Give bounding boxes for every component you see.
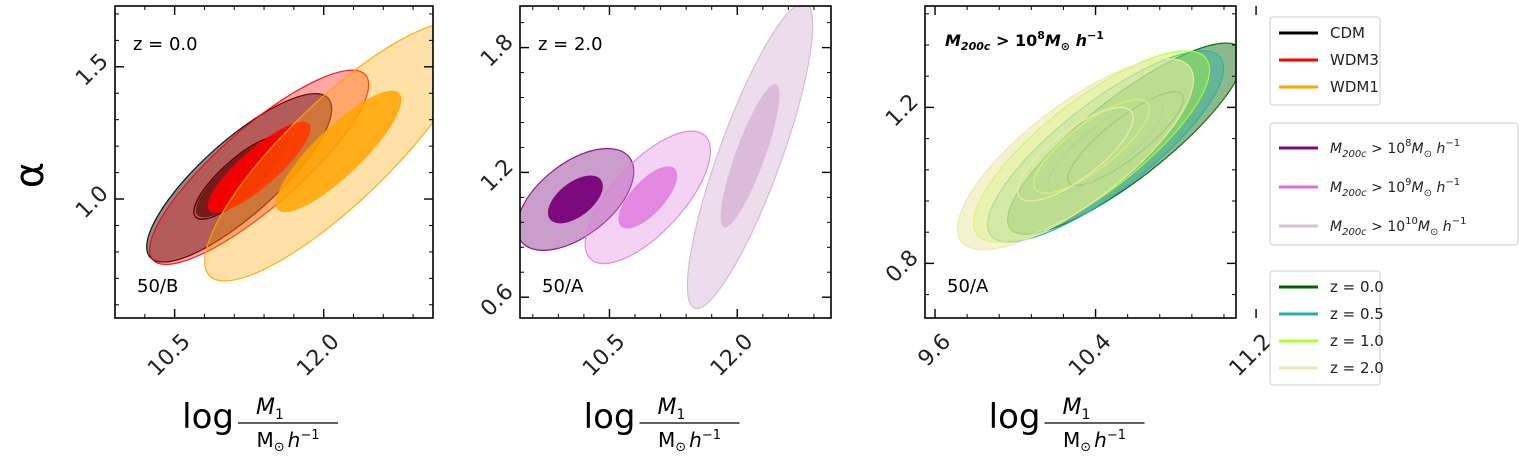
axes-frame [114,5,434,319]
x-axis-label-denominator: M⊙ h−1 [256,428,319,455]
legend-label-z1: z = 1.0 [1330,332,1384,350]
x-tick-label: 12.0 [706,329,758,381]
contour-line [1017,106,1134,202]
contour-m200c-10-8 [520,147,635,252]
x-tick-label: 9.6 [914,329,956,371]
axes-frame [924,5,1237,319]
contour-inner [547,175,603,224]
legend-label-mass-cut: M200c > 109M⊙ h−1 [1330,177,1460,199]
contour-inner [207,121,311,213]
x-axis-label: log M1 M⊙ h−1 [182,395,338,455]
x-tick-label: 10.4 [1064,329,1116,381]
legend-models: CDM WDM3 WDM1 [1269,16,1381,106]
redshift-annotation: z = 0.0 [133,34,198,55]
panel-right: 9.6 10.4 11.2 0.8 1.2 M200c > 108M⊙ h−1 50/A lo… [881,5,1277,455]
contour-inner [275,90,402,213]
sample-annotation: 50/A [542,276,584,297]
sample-annotation: 50/A [947,276,989,297]
x-axis-label-numerator: M1 [658,395,686,423]
y-tick-label: 1.8 [476,30,518,72]
legend-redshifts: z = 0.0 z = 0.5 z = 1.0 z = 2.0 [1269,270,1384,386]
y-axis-label: α [7,162,53,188]
x-tick-label: 10.5 [578,329,630,381]
axes-frame [519,5,832,319]
x-axis-label: log M1 M⊙ h−1 [584,395,740,455]
x-axis-label-denominator: M⊙ h−1 [658,428,721,455]
contour-m200c-10-10 [686,6,814,310]
legend-label-mass-cut: M200c > 108M⊙ h−1 [1330,138,1460,160]
x-axis-label-log: log [584,397,636,437]
panel-middle: 10.5 12.0 0.6 1.2 1.8 z = 2.0 50/A log M1 M⊙ h−1 [476,5,832,455]
x-axis-label-log: log [989,397,1041,437]
x-axis-label-numerator: M1 [1063,395,1091,423]
x-tick-label: 11.2 [1225,329,1277,381]
legend-mass-cuts: M200c > 108M⊙ h−1 M200c > 109M⊙ h−1 M200c … [1269,122,1519,246]
y-tick-label: 1.0 [71,181,113,223]
x-tick-label: 10.5 [143,329,195,381]
x-axis-label-log: log [182,397,234,437]
redshift-annotation: z = 2.0 [538,34,603,55]
contour-wdm1 [204,21,433,282]
x-axis-label-numerator: M1 [256,395,284,423]
panel-left: 10.5 12.0 1.0 1.5 z = 0.0 50/B log M1 M⊙ h−1 [71,5,434,455]
legend-label-z0: z = 0.0 [1330,278,1384,296]
mass-cut-annotation: M200c > 108M⊙ h−1 [945,29,1104,53]
legend-label-wdm3: WDM3 [1330,51,1379,69]
x-tick-label: 12.0 [292,329,344,381]
legend-label-cdm: CDM [1330,24,1365,42]
x-axis-label-denominator: M⊙ h−1 [1063,428,1126,455]
legend-label-z05: z = 0.5 [1330,305,1384,323]
y-tick-label: 1.5 [71,49,113,91]
contour-outer [956,58,1195,251]
contour-m200c-10-9 [584,130,712,265]
y-tick-label: 1.2 [881,90,923,132]
y-tick-label: 1.2 [476,155,518,197]
sample-annotation: 50/B [137,276,178,297]
legend-label-mass-cut: M200c > 1010M⊙ h−1 [1330,216,1466,238]
legend-label-z2: z = 2.0 [1330,359,1384,377]
x-axis-label: log M1 M⊙ h−1 [989,395,1145,455]
legend-label-wdm1: WDM1 [1330,78,1379,96]
y-tick-label: 0.8 [881,246,923,288]
contour-inner [618,166,678,229]
contour-z-2-0 [956,58,1195,251]
contour-inner [720,84,780,228]
y-tick-label: 0.6 [476,279,518,321]
